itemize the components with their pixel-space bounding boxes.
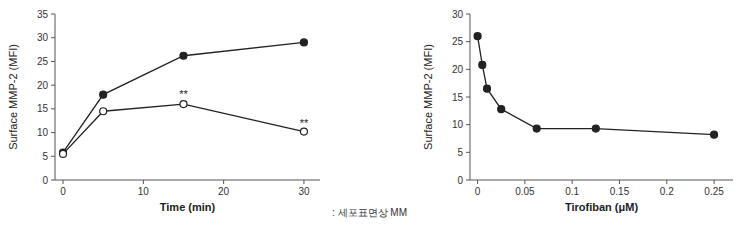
x-axis-label: Time (min) (160, 201, 216, 213)
x-tick-label: 0 (475, 186, 481, 197)
annotation: ** (300, 117, 309, 129)
y-tick-label: 30 (37, 32, 49, 43)
figure: 0 10 20 30 0 5 10 15 20 25 30 35 Time (min) Surface M… (0, 0, 746, 227)
x-tick (143, 180, 144, 184)
y-tick-label: 25 (452, 36, 464, 47)
y-tick (466, 124, 470, 125)
x-tick (303, 180, 304, 184)
x-tick-label: 30 (298, 186, 310, 197)
y-tick-label: 5 (42, 151, 48, 162)
x-tick-label: 10 (138, 186, 150, 197)
point (484, 85, 491, 92)
y-tick-label: 20 (452, 64, 464, 75)
x-tick (619, 180, 620, 184)
y-tick-label: 15 (37, 103, 49, 114)
y-tick-label: 5 (457, 147, 463, 158)
x-tick (477, 180, 478, 184)
y-tick (51, 37, 55, 38)
point (592, 125, 599, 132)
plot-area (474, 33, 718, 138)
x-tick (223, 180, 224, 184)
y-tick (466, 180, 470, 181)
point (474, 33, 481, 40)
x-tick-label: 0.2 (660, 186, 674, 197)
series-line (478, 36, 715, 134)
x-tick (714, 180, 715, 184)
y-tick (51, 180, 55, 181)
x-tick-label: 0 (60, 186, 66, 197)
point (100, 91, 107, 98)
x-tick-label: 0.25 (704, 186, 724, 197)
y-tick-label: 10 (452, 119, 464, 130)
y-tick (51, 156, 55, 157)
y-tick (466, 69, 470, 70)
point (60, 150, 67, 157)
x-axis-line (470, 180, 733, 181)
y-tick-label: 0 (42, 175, 48, 186)
x-axis-line (55, 180, 320, 181)
y-axis-line (55, 14, 56, 180)
point (100, 108, 107, 115)
error-bar (484, 86, 490, 92)
x-tick (63, 180, 64, 184)
plot-area (60, 39, 308, 157)
error-bar (479, 62, 485, 68)
y-tick (466, 14, 470, 15)
y-tick-label: 10 (37, 127, 49, 138)
point (479, 61, 486, 68)
y-tick (51, 61, 55, 62)
chart: 0 0.05 0.1 0.15 0.2 0.25 0 5 10 15 20 25 30 Tirofiban… (422, 9, 733, 214)
y-tick (466, 152, 470, 153)
x-tick (524, 180, 525, 184)
y-tick-label: 25 (37, 56, 49, 67)
point (711, 131, 718, 138)
y-axis-label: Surface MMP-2 (MFI) (7, 44, 19, 150)
series-line (63, 42, 304, 152)
x-tick-label: 20 (218, 186, 230, 197)
y-tick-label: 20 (37, 80, 49, 91)
y-tick-label: 0 (457, 175, 463, 186)
x-tick (572, 180, 573, 184)
point (180, 101, 187, 108)
y-tick (466, 97, 470, 98)
x-tick (666, 180, 667, 184)
x-axis-label: Tirofiban (μM) (565, 201, 638, 213)
series-line (63, 104, 304, 154)
y-axis-label: Surface MMP-2 (MFI) (422, 44, 434, 150)
y-tick (51, 132, 55, 133)
y-tick (51, 108, 55, 109)
y-tick (51, 85, 55, 86)
y-tick-label: 35 (37, 9, 49, 20)
caption: : 세포표면상 MM (332, 207, 407, 218)
point (300, 39, 307, 46)
point (533, 125, 540, 132)
x-tick-label: 0.1 (565, 186, 579, 197)
x-tick-label: 0.15 (610, 186, 630, 197)
annotation: ** (179, 88, 188, 100)
y-tick-label: 15 (452, 92, 464, 103)
x-tick-label: 0.05 (515, 186, 535, 197)
y-tick (51, 14, 55, 15)
point (180, 52, 187, 59)
y-tick (466, 41, 470, 42)
point (498, 106, 505, 113)
point (300, 128, 307, 135)
chart: 0 10 20 30 0 5 10 15 20 25 30 35 Time (min) Surface M… (7, 9, 320, 214)
y-tick-label: 30 (452, 9, 464, 20)
